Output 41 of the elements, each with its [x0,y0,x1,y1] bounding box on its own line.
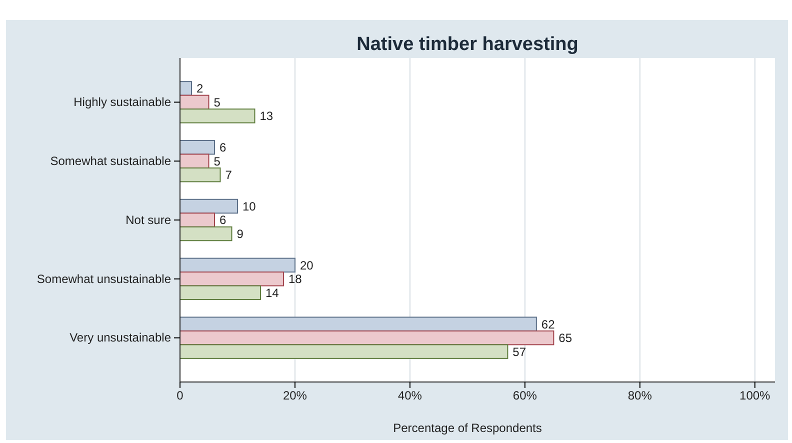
data-label: 10 [242,199,256,214]
y-tick-label: Somewhat sustainable [50,154,172,168]
data-label: 20 [300,258,314,272]
bar [180,344,508,359]
data-label: 2 [196,82,204,96]
data-label: 57 [512,344,526,359]
data-label: 65 [558,331,572,346]
bar [180,316,537,332]
bar [180,167,221,182]
data-label: 18 [288,272,302,286]
x-tick-label: 60% [512,388,538,403]
data-label: 6 [219,140,226,155]
bar [180,258,296,273]
data-label: 5 [214,154,221,168]
x-tick-label: 20% [282,388,308,403]
y-tick-label: Very unsustainable [70,330,172,345]
x-tick-label: 100% [740,388,771,403]
x-tick-label: 40% [398,388,422,403]
x-tick-label: 80% [628,388,652,403]
chart-title: Native timber harvesting [356,34,578,55]
data-label: 5 [214,95,221,110]
bar [180,198,238,214]
bar [180,330,554,346]
y-tick-label: Not sure [126,212,172,227]
bar [180,272,284,286]
x-tick-label: 0 [176,388,184,403]
data-label: 62 [541,317,556,332]
data-label: 6 [219,213,226,228]
bar [180,285,261,300]
bar [180,154,210,168]
y-tick-label: Highly sustainable [74,95,172,110]
x-axis-title: Percentage of Respondents [393,421,542,435]
bar [180,226,232,242]
data-label: 9 [236,226,244,241]
y-tick-label: Somewhat unsustainable [36,272,172,286]
data-label: 13 [260,109,274,124]
bar [180,108,256,124]
data-label: 14 [265,286,280,300]
bar [180,212,215,228]
bar [180,140,215,155]
data-label: 7 [225,168,232,182]
